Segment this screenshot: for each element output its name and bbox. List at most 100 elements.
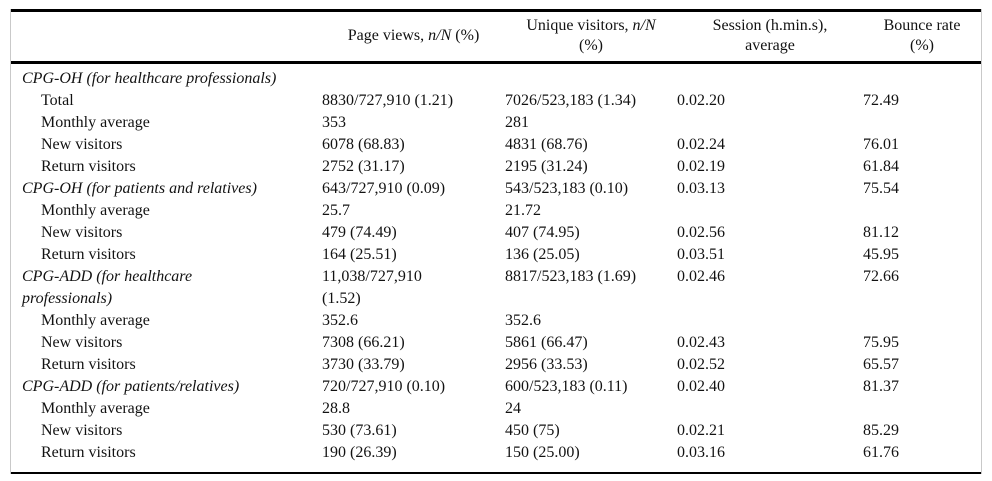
unique-visitors-cell: 5861 (66.47) bbox=[505, 334, 588, 351]
header-italic-nN: n/N bbox=[632, 17, 656, 34]
row-label-cell: New visitors bbox=[41, 224, 123, 241]
unique-visitors-cell: 21.72 bbox=[505, 202, 541, 219]
table-row: Monthly average 353 281 bbox=[11, 112, 981, 134]
session-cell bbox=[677, 112, 863, 134]
session-cell: 0.03.51 bbox=[677, 246, 725, 263]
section-row: CPG-ADD (for patients/relatives) 720/727… bbox=[11, 376, 981, 398]
col-header-session: Session (h.min.s), average bbox=[677, 10, 863, 64]
bounce-rate-cell bbox=[863, 398, 981, 420]
header-italic-nN: n/N bbox=[428, 27, 452, 44]
table-row: Monthly average 25.7 21.72 bbox=[11, 200, 981, 222]
col-header-row-label bbox=[11, 10, 322, 64]
page-views-cell: 164 (25.51) bbox=[322, 246, 397, 263]
unique-visitors-cell: 136 (25.05) bbox=[505, 246, 580, 263]
unique-visitors-cell: 24 bbox=[505, 400, 521, 417]
page-views-cell: 25.7 bbox=[322, 202, 350, 219]
row-label-cell: Return visitors bbox=[41, 356, 136, 373]
web-metrics-table-frame: Page views, n/N (%) Unique visitors, n/N… bbox=[10, 9, 982, 474]
session-cell: 0.02.46 bbox=[677, 268, 725, 285]
table-row: Monthly average 352.6 352.6 bbox=[11, 310, 981, 332]
web-metrics-table: Page views, n/N (%) Unique visitors, n/N… bbox=[11, 9, 981, 474]
row-label-cell: Return visitors bbox=[41, 158, 136, 175]
row-label-cell: Monthly average bbox=[41, 114, 150, 131]
bounce-rate-cell: 81.12 bbox=[863, 224, 899, 241]
bounce-rate-cell: 72.66 bbox=[863, 268, 899, 285]
bounce-rate-cell bbox=[863, 112, 981, 134]
unique-visitors-cell: 150 (25.00) bbox=[505, 444, 580, 461]
header-text: average bbox=[745, 37, 795, 54]
unique-visitors-cell: 2195 (31.24) bbox=[505, 158, 588, 175]
header-text: Session (h.min.s), bbox=[712, 17, 828, 34]
header-text: Unique visitors, bbox=[526, 17, 633, 34]
col-header-page-views: Page views, n/N (%) bbox=[322, 10, 505, 64]
header-text: Page views, bbox=[347, 27, 429, 44]
page-views-cell: 190 (26.39) bbox=[322, 444, 397, 461]
unique-visitors-cell: 407 (74.95) bbox=[505, 224, 580, 241]
row-label-cell: New visitors bbox=[41, 334, 123, 351]
table-row: Return visitors 3730 (33.79) 2956 (33.53… bbox=[11, 354, 981, 376]
bounce-rate-cell: 61.84 bbox=[863, 158, 899, 175]
bounce-rate-cell: 76.01 bbox=[863, 136, 899, 153]
header-text: (%) bbox=[451, 27, 480, 44]
bounce-rate-cell bbox=[863, 310, 981, 332]
section-row: CPG-OH (for patients and relatives) 643/… bbox=[11, 178, 981, 200]
table-row: Monthly average 28.8 24 bbox=[11, 398, 981, 420]
page-views-cell: 28.8 bbox=[322, 400, 350, 417]
unique-visitors-cell: 4831 (68.76) bbox=[505, 136, 588, 153]
section-row: CPG-OH (for healthcare professionals) bbox=[11, 63, 981, 91]
row-label-cell: CPG-ADD (for healthcare professionals) bbox=[22, 268, 193, 307]
col-header-bounce-rate: Bounce rate (%) bbox=[863, 10, 981, 64]
row-label-cell: Monthly average bbox=[41, 400, 150, 417]
header-text: (%) bbox=[579, 37, 603, 54]
unique-visitors-cell: 8817/523,183 (1.69) bbox=[505, 268, 637, 285]
session-cell: 0.03.16 bbox=[677, 444, 725, 461]
bounce-rate-cell: 75.54 bbox=[863, 180, 899, 197]
unique-visitors-cell: 281 bbox=[505, 114, 529, 131]
bounce-rate-cell: 81.37 bbox=[863, 378, 899, 395]
header-text: Bounce rate bbox=[883, 17, 961, 34]
table-row: Total 8830/727,910 (1.21) 7026/523,183 (… bbox=[11, 90, 981, 112]
session-cell bbox=[677, 310, 863, 332]
row-label-cell: CPG-OH (for patients and relatives) bbox=[22, 180, 257, 197]
bounce-rate-cell: 75.95 bbox=[863, 334, 899, 351]
col-header-unique-visitors: Unique visitors, n/N (%) bbox=[505, 10, 677, 64]
unique-visitors-cell: 352.6 bbox=[505, 312, 541, 329]
session-cell: 0.02.56 bbox=[677, 224, 725, 241]
session-cell: 0.02.40 bbox=[677, 378, 725, 395]
page-views-cell: 2752 (31.17) bbox=[322, 158, 405, 175]
unique-visitors-cell: 2956 (33.53) bbox=[505, 356, 588, 373]
table-row: New visitors 530 (73.61) 450 (75) 0.02.2… bbox=[11, 420, 981, 442]
unique-visitors-cell: 450 (75) bbox=[505, 422, 560, 439]
page-views-cell: 720/727,910 (0.10) bbox=[322, 378, 446, 395]
session-cell: 0.03.13 bbox=[677, 180, 725, 197]
page-views-cell: 479 (74.49) bbox=[322, 224, 397, 241]
table-row: New visitors 479 (74.49) 407 (74.95) 0.0… bbox=[11, 222, 981, 244]
page-views-cell: 530 (73.61) bbox=[322, 422, 397, 439]
session-cell: 0.02.52 bbox=[677, 356, 725, 373]
session-cell: 0.02.21 bbox=[677, 422, 725, 439]
bounce-rate-cell bbox=[863, 200, 981, 222]
row-label-cell: CPG-OH (for healthcare professionals) bbox=[22, 70, 277, 87]
session-cell: 0.02.43 bbox=[677, 334, 725, 351]
session-cell: 0.02.20 bbox=[677, 92, 725, 109]
page-views-cell: 352.6 bbox=[322, 312, 358, 329]
table-row: Return visitors 164 (25.51) 136 (25.05) … bbox=[11, 244, 981, 266]
page-views-cell: 11,038/727,910 (1.52) bbox=[322, 268, 422, 307]
page-views-cell: 353 bbox=[322, 114, 346, 131]
row-label-cell: Return visitors bbox=[41, 444, 136, 461]
row-label-cell: Total bbox=[41, 92, 74, 109]
table-row: Return visitors 190 (26.39) 150 (25.00) … bbox=[11, 442, 981, 473]
row-label-cell: Monthly average bbox=[41, 312, 150, 329]
bounce-rate-cell: 45.95 bbox=[863, 246, 899, 263]
table-row: New visitors 7308 (66.21) 5861 (66.47) 0… bbox=[11, 332, 981, 354]
bounce-rate-cell: 65.57 bbox=[863, 356, 899, 373]
page-views-cell: 3730 (33.79) bbox=[322, 356, 405, 373]
bounce-rate-cell bbox=[863, 63, 981, 91]
table-row: New visitors 6078 (68.83) 4831 (68.76) 0… bbox=[11, 134, 981, 156]
page-views-cell: 6078 (68.83) bbox=[322, 136, 405, 153]
bounce-rate-cell: 61.76 bbox=[863, 444, 899, 461]
section-row: CPG-ADD (for healthcare professionals) 1… bbox=[11, 266, 981, 310]
row-label-cell: CPG-ADD (for patients/relatives) bbox=[22, 378, 240, 395]
row-label-cell: Return visitors bbox=[41, 246, 136, 263]
row-label-cell: Monthly average bbox=[41, 202, 150, 219]
